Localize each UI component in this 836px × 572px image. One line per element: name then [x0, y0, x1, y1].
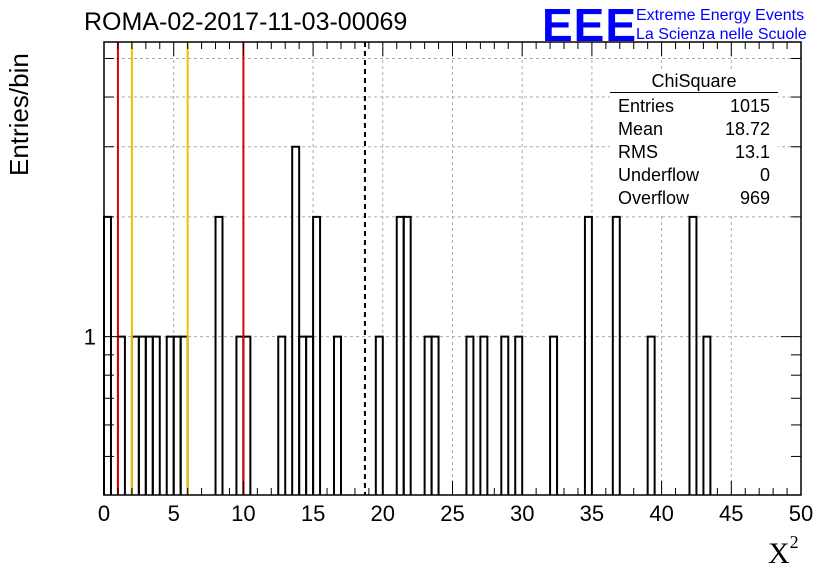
histogram-bar — [242, 335, 252, 495]
histogram-bar — [583, 215, 593, 495]
histogram-bar — [374, 335, 384, 495]
histogram-bar — [172, 335, 182, 495]
x-axis-label: Χ2 — [768, 532, 799, 571]
x-tick-label: 40 — [649, 501, 673, 526]
histogram-bar — [611, 215, 621, 495]
histogram-bar — [298, 335, 308, 495]
histogram-bar — [312, 215, 322, 495]
stats-label: Overflow — [618, 188, 690, 208]
histogram-bar — [702, 335, 712, 495]
stats-label: Entries — [618, 96, 675, 116]
y-axis-label: Entries/bin — [4, 53, 34, 176]
histogram-bar — [144, 335, 154, 495]
histogram-bar — [423, 335, 433, 495]
stats-label: Underflow — [618, 165, 700, 185]
histogram-bar — [465, 335, 475, 495]
histogram-bar — [103, 215, 112, 495]
histogram-bar — [165, 335, 175, 495]
histogram-bar — [395, 215, 405, 495]
x-tick-label: 0 — [98, 501, 110, 526]
x-tick-label: 5 — [168, 501, 180, 526]
histogram-bar — [235, 335, 245, 495]
stats-value: 18.72 — [724, 119, 770, 139]
histogram-bar — [214, 215, 224, 495]
stats-label: Mean — [618, 119, 664, 139]
stats-row-rms: RMS 13.1 — [610, 141, 778, 164]
stats-row-mean: Mean 18.72 — [610, 118, 778, 141]
histogram-bar — [479, 335, 489, 495]
stats-title: ChiSquare — [610, 70, 778, 93]
x-axis-label-text: Χ — [768, 537, 790, 570]
histogram-bar — [130, 335, 140, 495]
histogram-bar — [646, 335, 656, 495]
histogram-bar — [305, 335, 315, 495]
stats-row-entries: Entries 1015 — [610, 95, 778, 118]
eee-logo: EEE — [542, 0, 638, 51]
histogram-bar — [500, 335, 510, 495]
x-axis-label-superscript: 2 — [789, 532, 799, 552]
stats-label: RMS — [618, 142, 658, 162]
stats-row-underflow: Underflow 0 — [610, 164, 778, 187]
logo-line-2: La Scienza nelle Scuole — [636, 26, 807, 43]
histogram-bar — [291, 145, 301, 495]
stats-row-overflow: Overflow 969 — [610, 187, 778, 210]
histogram-bar — [116, 335, 126, 495]
x-tick-label: 45 — [719, 501, 743, 526]
histogram-bar — [179, 335, 189, 495]
histogram-bar — [402, 215, 412, 495]
histogram-bar — [514, 335, 524, 495]
histogram-bar — [137, 335, 147, 495]
stats-value: 969 — [739, 188, 770, 208]
histogram-bar — [549, 335, 559, 495]
stats-value: 1015 — [729, 96, 770, 116]
x-tick-label: 35 — [580, 501, 604, 526]
x-tick-label: 20 — [371, 501, 395, 526]
stats-value: 0 — [759, 165, 770, 185]
x-tick-label: 30 — [510, 501, 534, 526]
histogram-bar — [688, 215, 698, 495]
y-tick-label: 1 — [84, 325, 96, 350]
x-tick-label: 50 — [789, 501, 813, 526]
chart-title: ROMA-02-2017-11-03-00069 — [84, 8, 408, 36]
stats-value: 13.1 — [734, 142, 770, 162]
x-tick-label: 10 — [231, 501, 255, 526]
histogram-bar — [430, 335, 440, 495]
x-tick-label: 25 — [440, 501, 464, 526]
stats-box: ChiSquare Entries 1015 Mean 18.72 RMS 13… — [610, 70, 778, 214]
histogram-bar — [277, 335, 287, 495]
x-tick-label: 15 — [301, 501, 325, 526]
histogram-bar — [333, 335, 342, 495]
logo-line-1: Extreme Energy Events — [636, 7, 805, 24]
histogram-bar — [151, 335, 161, 495]
